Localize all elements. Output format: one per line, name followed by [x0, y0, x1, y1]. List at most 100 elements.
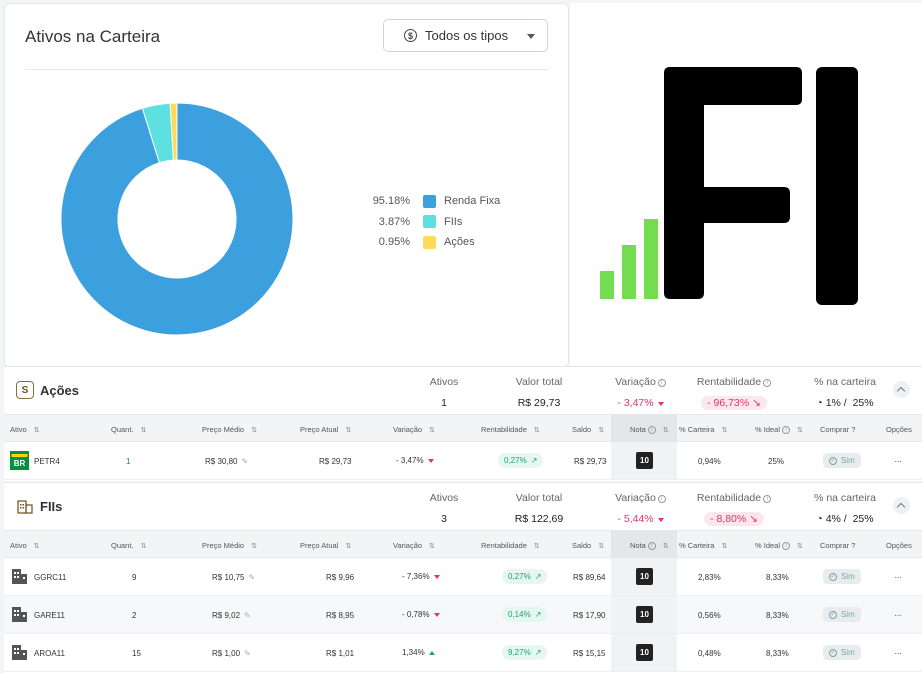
table-row[interactable]: GGRC11 9 R$ 10,75 ✎ R$ 9,96 - 7,36% 0,27%… — [4, 558, 922, 596]
column-header-pct-carteira[interactable]: % Carteira ⇅ — [679, 425, 728, 434]
column-header-pct-ideal[interactable]: % Ideal i ⇅ — [755, 541, 803, 550]
asset-type-value: Todos os tipos — [425, 28, 509, 43]
column-header-nota[interactable]: Nota i ⇅ — [630, 541, 669, 550]
stat-pct-carteira: % na carteira ◔ 1% / 25% — [814, 376, 876, 409]
preco-atual: R$ 8,95 — [326, 611, 355, 620]
column-header-ativo[interactable]: Ativo ⇅ — [10, 541, 40, 550]
ticker[interactable]: GARE11 — [34, 611, 65, 620]
stat-pct-carteira: % na carteira ◔ 4% / 25% — [814, 492, 876, 525]
logo-signal-bar-3 — [644, 219, 658, 299]
pencil-icon[interactable]: ✎ — [241, 457, 249, 466]
column-header-rentabilidade[interactable]: Rentabilidade ⇅ — [481, 541, 540, 550]
column-header-nota[interactable]: Nota i ⇅ — [630, 425, 669, 434]
rentabilidade-badge: 0,27% ↗ — [502, 569, 548, 584]
column-header-rentabilidade[interactable]: Rentabilidade ⇅ — [481, 425, 540, 434]
dollar-icon: $ — [404, 29, 417, 42]
legend-pct: 0.95% — [378, 236, 410, 249]
donut-slice-renda-fixa[interactable] — [61, 103, 293, 335]
asset-type-select[interactable]: $ Todos os tipos — [383, 19, 548, 52]
comprar-sim-button[interactable]: ✓ Sim — [823, 645, 861, 660]
comprar-sim-button[interactable]: ✓ Sim — [823, 607, 861, 622]
sort-icon[interactable]: ⇅ — [598, 543, 605, 550]
column-header-pct-ideal[interactable]: % Ideal i ⇅ — [755, 425, 803, 434]
sort-icon[interactable]: ⇅ — [345, 543, 352, 550]
sort-icon[interactable]: ⇅ — [251, 543, 257, 550]
column-header-preco-atual[interactable]: Preço Atual ⇅ — [300, 425, 352, 434]
sort-icon[interactable]: ⇅ — [345, 427, 352, 434]
check-circle-icon: ✓ — [829, 648, 837, 657]
column-header-variacao[interactable]: Variação ⇅ — [393, 541, 435, 550]
more-options-icon[interactable]: ··· — [894, 648, 902, 659]
down-arrow-icon — [433, 612, 440, 617]
sort-icon[interactable]: ⇅ — [251, 427, 257, 434]
stat-valor-total: Valor total R$ 29,73 — [515, 376, 563, 409]
allocation-donut-chart — [61, 103, 293, 335]
table-row[interactable]: AROA11 15 R$ 1,00 ✎ R$ 1,01 1,34% 9,27% ↗ … — [4, 634, 922, 672]
legend-item[interactable]: 95.18% Renda Fixa — [365, 191, 500, 212]
pct-carteira: 0,56% — [698, 611, 721, 620]
saldo: R$ 29,73 — [574, 457, 607, 466]
down-arrow-icon — [657, 518, 664, 522]
column-header-saldo[interactable]: Saldo ⇅ — [572, 541, 605, 550]
ticker[interactable]: GGRC11 — [34, 573, 67, 582]
sort-icon[interactable]: ⇅ — [429, 427, 435, 434]
ticker[interactable]: PETR4 — [34, 457, 60, 466]
column-header-comprar[interactable]: Comprar ? — [820, 541, 856, 550]
sort-icon[interactable]: ⇅ — [140, 427, 147, 434]
logo-letter-i — [816, 67, 858, 305]
more-options-icon[interactable]: ··· — [894, 610, 902, 621]
check-circle-icon: ✓ — [829, 456, 837, 465]
ticker[interactable]: AROA11 — [34, 649, 65, 658]
donut-slice-a-es[interactable] — [169, 103, 178, 161]
column-header-preco-medio[interactable]: Preço Médio ⇅ — [202, 541, 257, 550]
legend-item[interactable]: 0.95% Ações — [365, 232, 500, 253]
column-header-comprar[interactable]: Comprar ? — [820, 425, 856, 434]
column-header-ativo[interactable]: Ativo ⇅ — [10, 425, 40, 434]
trend-up-icon: ↗ — [534, 610, 542, 619]
legend-swatch — [423, 194, 436, 208]
pencil-icon[interactable]: ✎ — [248, 573, 256, 582]
pencil-icon[interactable]: ✎ — [244, 611, 251, 620]
section-title: FIIs — [40, 499, 63, 514]
legend-label: Ações — [444, 236, 475, 249]
more-options-icon[interactable]: ··· — [894, 456, 902, 467]
page-title: Ativos na Carteira — [25, 27, 161, 46]
sort-icon[interactable]: ⇅ — [797, 543, 803, 550]
logo-signal-bar-2 — [622, 245, 636, 299]
sort-icon[interactable]: ⇅ — [662, 543, 669, 550]
sort-icon[interactable]: ⇅ — [140, 543, 147, 550]
column-header-quant[interactable]: Quant. ⇅ — [111, 425, 147, 434]
legend-item[interactable]: 3.87% FIIs — [365, 212, 500, 233]
sort-icon[interactable]: ⇅ — [533, 543, 540, 550]
collapse-section-button[interactable] — [893, 497, 910, 514]
stat-variacao: Variação i - 3,47% — [608, 376, 673, 409]
column-header-variacao[interactable]: Variação ⇅ — [393, 425, 435, 434]
sort-icon[interactable]: ⇅ — [533, 427, 540, 434]
fi-logo — [600, 67, 858, 305]
sort-icon[interactable]: ⇅ — [721, 427, 728, 434]
column-header-preco-medio[interactable]: Preço Médio ⇅ — [202, 425, 257, 434]
sort-icon[interactable]: ⇅ — [429, 543, 435, 550]
collapse-section-button[interactable] — [893, 381, 910, 398]
table-row[interactable]: BR PETR4 1 R$ 30,80 ✎ R$ 29,73 - 3,47% 0,… — [4, 442, 922, 480]
column-header-opcoes: Opções — [886, 425, 912, 434]
sort-icon[interactable]: ⇅ — [33, 427, 40, 434]
down-arrow-icon — [427, 458, 434, 463]
column-header-pct-carteira[interactable]: % Carteira ⇅ — [679, 541, 728, 550]
comprar-sim-button[interactable]: ✓ Sim — [823, 453, 861, 468]
sort-icon[interactable]: ⇅ — [598, 427, 605, 434]
column-header-saldo[interactable]: Saldo ⇅ — [572, 425, 605, 434]
info-icon: i — [782, 426, 791, 434]
table-row[interactable]: GARE11 2 R$ 9,02 ✎ R$ 8,95 - 0,78% 0,14% ↗… — [4, 596, 922, 634]
column-header-preco-atual[interactable]: Preço Atual ⇅ — [300, 541, 352, 550]
column-header-quant[interactable]: Quant. ⇅ — [111, 541, 147, 550]
comprar-sim-button[interactable]: ✓ Sim — [823, 569, 861, 584]
sort-icon[interactable]: ⇅ — [662, 427, 669, 434]
sort-icon[interactable]: ⇅ — [721, 543, 728, 550]
variacao-badge: - 3,47% — [390, 453, 440, 468]
stat-ativos: Ativos 3 — [429, 492, 459, 525]
pencil-icon[interactable]: ✎ — [244, 649, 251, 658]
sort-icon[interactable]: ⇅ — [797, 427, 803, 434]
sort-icon[interactable]: ⇅ — [33, 543, 40, 550]
more-options-icon[interactable]: ··· — [894, 572, 902, 583]
